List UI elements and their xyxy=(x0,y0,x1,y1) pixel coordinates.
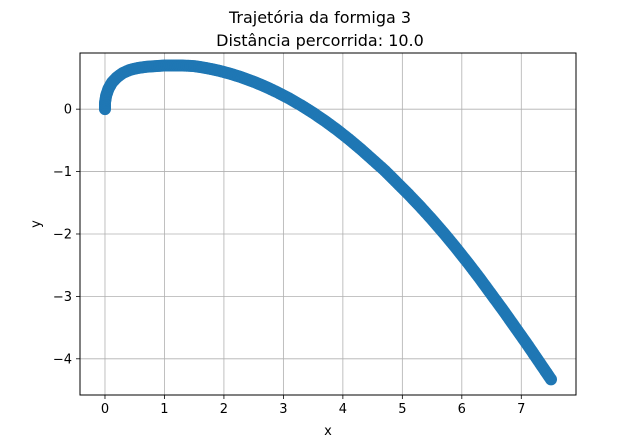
x-tick-label: 0 xyxy=(101,402,109,417)
y-tick-label: 0 xyxy=(64,103,72,118)
x-tick-label: 7 xyxy=(517,402,525,417)
y-axis-label: y xyxy=(29,220,44,228)
y-tick-label: −2 xyxy=(53,227,72,242)
data-point xyxy=(545,373,558,386)
grid-lines xyxy=(80,53,576,395)
x-tick-label: 2 xyxy=(220,402,228,417)
x-tick-label: 1 xyxy=(160,402,168,417)
x-axis-label: x xyxy=(324,424,332,439)
x-tick-label: 4 xyxy=(339,402,347,417)
x-tick-label: 5 xyxy=(398,402,406,417)
chart-subtitle: Distância percorrida: 10.0 xyxy=(216,31,424,50)
y-tick-label: −1 xyxy=(53,165,72,180)
x-tick-label: 6 xyxy=(458,402,466,417)
x-tick-label: 3 xyxy=(279,402,287,417)
y-tick-label: −4 xyxy=(53,352,72,367)
axis-ticks: 0 1 2 3 4 5 6 7 −4 −3 −2 −1 0 xyxy=(53,103,526,417)
chart-title: Trajetória da formiga 3 xyxy=(228,8,411,27)
data-points xyxy=(98,59,558,386)
y-tick-label: −3 xyxy=(53,290,72,305)
plot-area-frame xyxy=(79,52,577,396)
